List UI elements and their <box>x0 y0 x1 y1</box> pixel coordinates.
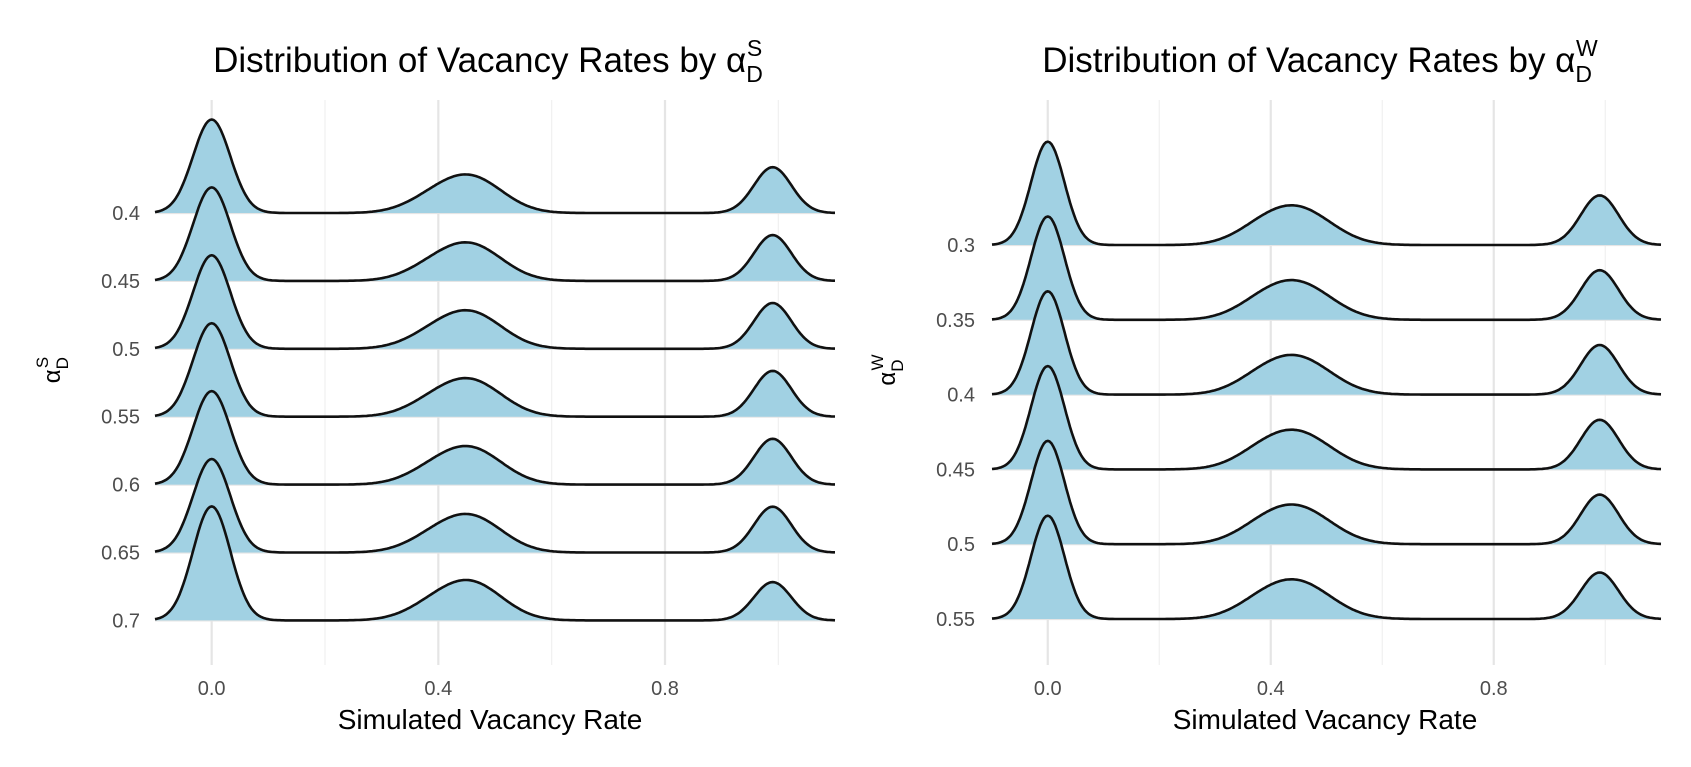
y-tick-label: 0.65 <box>101 543 140 565</box>
ridge-outline <box>991 364 1662 471</box>
right-title-subscript: D <box>1575 61 1592 87</box>
ridge-outline <box>154 321 835 418</box>
y-tick-label: 0.7 <box>112 610 140 632</box>
ridge-outline <box>154 186 835 283</box>
right-ylabel-subscript: D <box>888 359 907 371</box>
left-chart-title: Distribution of Vacancy Rates by αDS <box>213 35 763 87</box>
y-tick-label: 0.45 <box>936 459 975 481</box>
ridge-outline <box>991 215 1662 322</box>
right-x-axis-label: Simulated Vacancy Rate <box>1173 704 1478 735</box>
right-y-ticks: 0.3 0.35 0.4 0.45 0.5 0.55 <box>936 235 975 631</box>
left-ylabel-superscript: S <box>33 357 52 368</box>
left-x-axis-label: Simulated Vacancy Rate <box>338 704 643 735</box>
right-y-axis-label: αDW <box>868 354 907 385</box>
right-title-text: Distribution of Vacancy Rates by α <box>1042 41 1575 80</box>
x-tick-label: 0.4 <box>424 678 452 700</box>
y-tick-label: 0.3 <box>947 235 975 257</box>
right-x-ticks: 0.0 0.4 0.8 <box>1034 678 1508 700</box>
x-tick-label: 0.0 <box>1034 678 1062 700</box>
y-tick-label: 0.6 <box>112 475 140 497</box>
left-title-superscript: S <box>747 35 762 61</box>
ridge-outline <box>991 140 1662 247</box>
left-ylabel-text: α <box>39 369 66 383</box>
x-tick-label: 0.4 <box>1257 678 1285 700</box>
right-ridges <box>991 140 1662 621</box>
left-y-ticks: 0.4 0.45 0.5 0.55 0.6 0.65 0.7 <box>101 203 140 632</box>
y-tick-label: 0.4 <box>947 385 975 407</box>
y-tick-label: 0.35 <box>936 310 975 332</box>
left-ridges <box>154 118 836 622</box>
y-tick-label: 0.55 <box>101 407 140 429</box>
left-y-axis-label: αDS <box>33 357 72 384</box>
ridge-outline <box>154 505 836 622</box>
left-title-subscript: D <box>746 61 763 87</box>
right-panel: 0.3 0.35 0.4 0.45 0.5 0.55 0.0 0.4 0.8 Distribu… <box>868 35 1662 735</box>
right-ylabel-text: α <box>874 372 901 386</box>
svg-text:αDS: αDS <box>33 357 72 384</box>
y-tick-label: 0.45 <box>101 271 140 293</box>
ridge-area <box>992 515 1661 619</box>
ridge-0.7 <box>154 505 836 622</box>
ridge-outline <box>154 457 835 554</box>
right-chart-title: Distribution of Vacancy Rates by αDW <box>1042 35 1598 87</box>
ridge-outline <box>991 290 1662 396</box>
ridge-area <box>155 119 835 213</box>
ridge-outline <box>154 254 835 351</box>
ridge-outline <box>154 118 835 215</box>
ridge-outline <box>991 439 1662 546</box>
left-title-text: Distribution of Vacancy Rates by α <box>213 41 746 80</box>
left-panel: 0.4 0.45 0.5 0.55 0.6 0.65 0.7 0.0 0.4 0.8 Distr… <box>33 35 836 735</box>
y-tick-label: 0.5 <box>112 339 140 361</box>
ridge-0.3 <box>991 140 1662 247</box>
right-title-superscript: W <box>1576 35 1598 61</box>
ridge-0.4 <box>154 118 835 215</box>
right-ylabel-superscript: W <box>868 354 887 370</box>
ridge-outline <box>991 514 1662 621</box>
ridge-0.55 <box>991 514 1662 621</box>
x-tick-label: 0.8 <box>1480 678 1508 700</box>
x-tick-label: 0.0 <box>198 678 226 700</box>
y-tick-label: 0.4 <box>112 203 140 225</box>
left-x-ticks: 0.0 0.4 0.8 <box>198 678 679 700</box>
svg-text:αDW: αDW <box>868 354 907 385</box>
x-tick-label: 0.8 <box>651 678 679 700</box>
ridge-area <box>992 141 1661 245</box>
ridge-area <box>155 506 835 621</box>
ridge-outline <box>154 389 835 486</box>
y-tick-label: 0.5 <box>947 534 975 556</box>
y-tick-label: 0.55 <box>936 609 975 631</box>
left-ylabel-subscript: D <box>53 357 72 369</box>
